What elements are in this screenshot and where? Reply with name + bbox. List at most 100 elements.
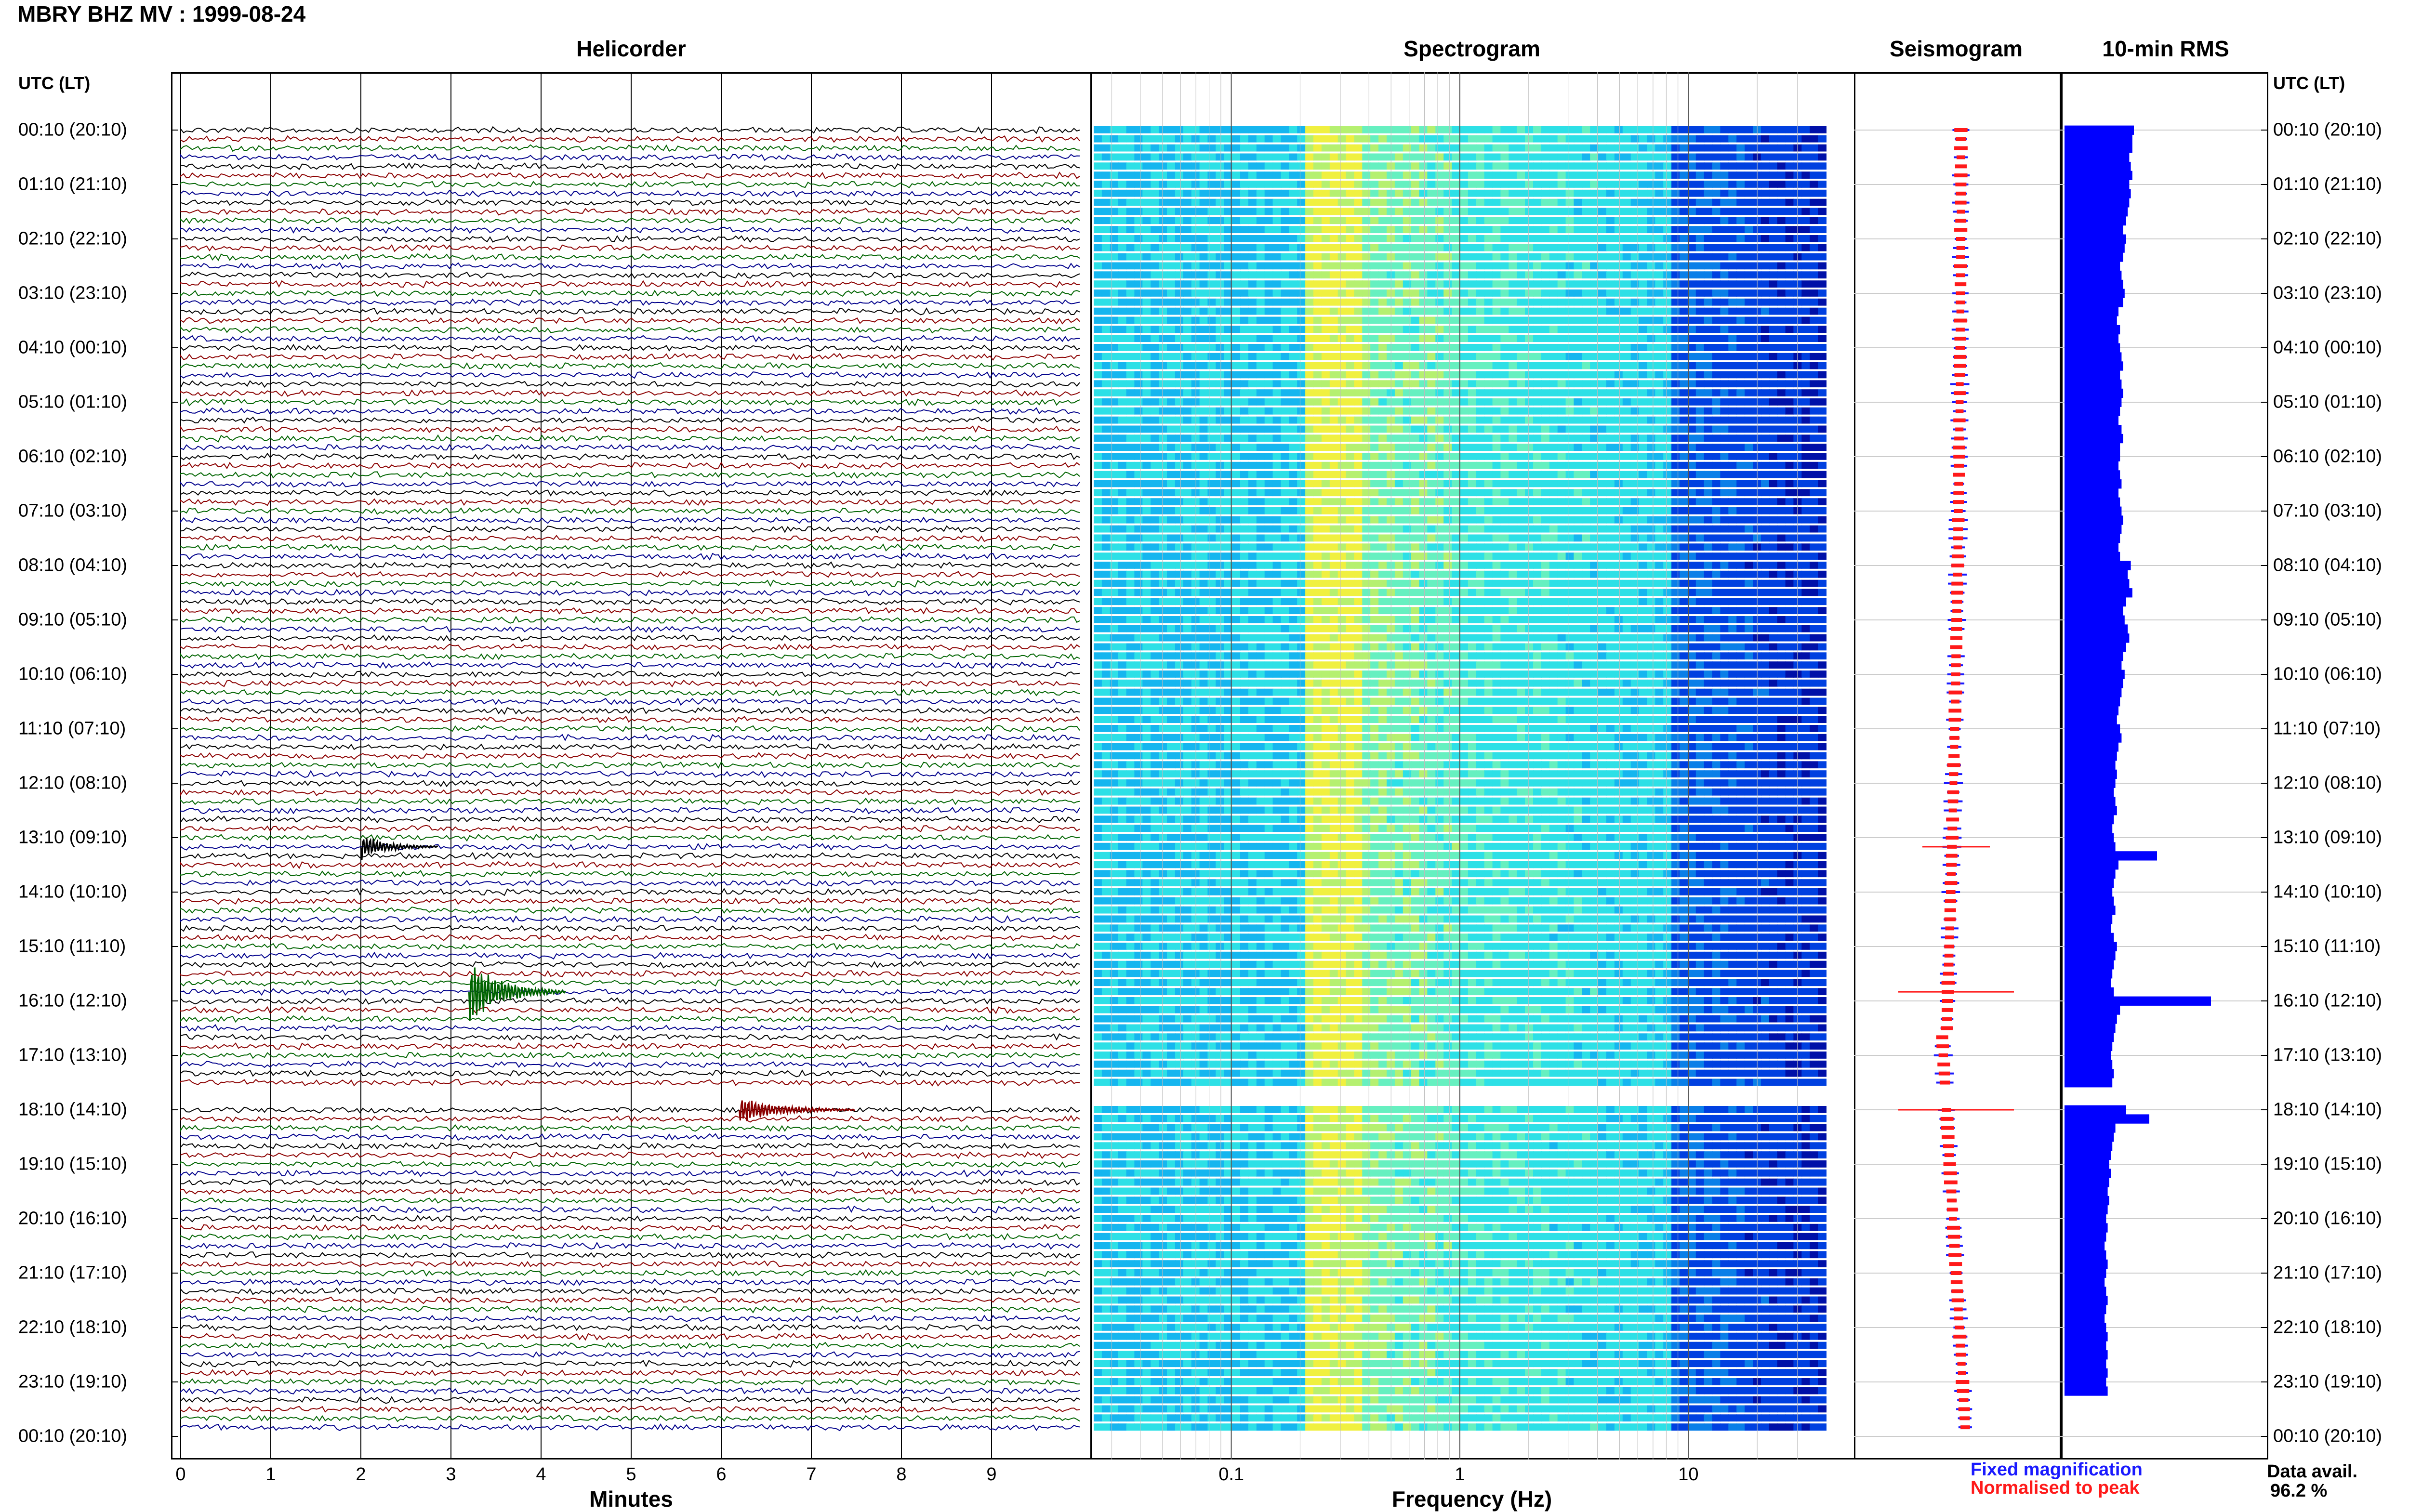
spectrogram-cell xyxy=(1557,543,1566,551)
helicorder-trace xyxy=(180,588,1080,597)
spectrogram-cell xyxy=(1378,171,1387,179)
spectrogram-cell xyxy=(1598,362,1607,369)
spectrogram-cell xyxy=(1760,208,1770,215)
spectrogram-cell xyxy=(1216,298,1225,306)
spectrogram-cell xyxy=(1256,262,1265,270)
spectrogram-cell xyxy=(1354,271,1363,279)
spectrogram-cell xyxy=(1500,289,1509,297)
spectrogram-cell xyxy=(1118,335,1127,342)
spectrogram-cell xyxy=(1720,461,1729,469)
spectrogram-cell xyxy=(1687,562,1696,569)
spectrogram-cell xyxy=(1509,380,1518,388)
spectrogram-cell xyxy=(1443,262,1453,270)
spectrogram-cell xyxy=(1557,126,1566,133)
spectrogram-cell xyxy=(1159,307,1167,315)
spectrogram-cell xyxy=(1256,516,1265,524)
spectrogram-cell xyxy=(1655,453,1664,460)
spectrogram-cell xyxy=(1622,552,1631,560)
helicorder-trace xyxy=(180,933,1080,942)
spectrogram-cell xyxy=(1256,289,1265,297)
spectrogram-cell xyxy=(1500,507,1509,514)
spectrogram-cell xyxy=(1256,217,1265,224)
spectrogram-cell xyxy=(1785,208,1794,215)
spectrogram-cell xyxy=(1793,126,1802,133)
spectrogram-cell xyxy=(1533,189,1542,197)
spectrogram-cell xyxy=(1655,589,1664,596)
spectrogram-cell xyxy=(1289,162,1298,170)
spectrogram-cell xyxy=(1801,407,1811,415)
spectrogram-cell xyxy=(1142,307,1152,315)
spectrogram-cell xyxy=(1533,579,1542,587)
spectrogram-cell xyxy=(1362,434,1371,442)
spectrogram-cell xyxy=(1207,289,1217,297)
spectrogram-cell xyxy=(1435,244,1444,251)
helicorder-trace xyxy=(180,1169,1080,1178)
spectrogram-cell xyxy=(1533,235,1542,242)
spectrogram-cell xyxy=(1443,153,1453,161)
spectrogram-cell xyxy=(1720,307,1729,315)
spectrogram-cell xyxy=(1240,552,1249,560)
spectrogram-cell xyxy=(1769,380,1778,388)
spectrogram-cell xyxy=(1810,344,1819,351)
spectrogram-cell xyxy=(1419,307,1428,315)
spectrogram-cell xyxy=(1687,543,1696,551)
spectrogram-cell xyxy=(1394,516,1403,524)
spectrogram-cell xyxy=(1492,353,1501,360)
spectrogram-cell xyxy=(1329,589,1338,596)
spectrogram-cell xyxy=(1321,425,1330,433)
spectrogram-cell xyxy=(1199,326,1208,333)
spectrogram-cell xyxy=(1574,507,1583,514)
spectrogram-cell xyxy=(1403,153,1412,161)
spectrogram-cell xyxy=(1346,425,1355,433)
spectrogram-cell xyxy=(1207,326,1217,333)
spectrogram-cell xyxy=(1199,434,1208,442)
spectrogram-cell xyxy=(1760,425,1770,433)
spectrogram-cell xyxy=(1622,589,1631,596)
spectrogram-cell xyxy=(1142,525,1152,533)
spectrogram-cell xyxy=(1801,244,1811,251)
spectrogram-cell xyxy=(1533,371,1542,379)
spectrogram-cell xyxy=(1590,534,1599,542)
spectrogram-cell xyxy=(1769,135,1778,143)
spectrogram-cell xyxy=(1134,543,1143,551)
spectrogram-cell xyxy=(1793,534,1802,542)
spectrogram-cell xyxy=(1452,189,1460,197)
spectrogram-cell xyxy=(1419,562,1428,569)
spectrogram-cell xyxy=(1492,262,1501,270)
spectrogram-cell xyxy=(1142,461,1152,469)
spectrogram-cell xyxy=(1094,480,1102,487)
spectrogram-cell xyxy=(1460,416,1469,424)
spectrogram-cell xyxy=(1541,335,1550,342)
spectrogram-cell xyxy=(1712,362,1721,369)
spectrogram-cell xyxy=(1549,226,1558,234)
spectrogram-cell xyxy=(1313,434,1322,442)
spectrogram-cell xyxy=(1427,289,1436,297)
spectrogram-cell xyxy=(1297,171,1306,179)
spectrogram-cell xyxy=(1533,380,1542,388)
spectrogram-cell xyxy=(1760,570,1770,578)
spectrogram-cell xyxy=(1354,380,1363,388)
spectrogram-cell xyxy=(1614,389,1623,397)
spectrogram-cell xyxy=(1598,598,1607,605)
spectrogram-cell xyxy=(1500,607,1509,615)
spectrogram-cell xyxy=(1216,162,1225,170)
spectrogram-cell xyxy=(1517,289,1526,297)
spectrogram-cell xyxy=(1728,516,1737,524)
spectrogram-cell xyxy=(1207,453,1217,460)
spectrogram-cell xyxy=(1281,126,1290,133)
spectrogram-cell xyxy=(1509,353,1518,360)
spectrogram-cell xyxy=(1354,226,1363,234)
spectrogram-cell xyxy=(1240,416,1249,424)
spectrogram-cell xyxy=(1142,579,1152,587)
spectrogram-cell xyxy=(1403,461,1412,469)
spectrogram-cell xyxy=(1622,208,1631,215)
spectrogram-cell xyxy=(1443,217,1453,224)
spectrogram-cell xyxy=(1101,189,1111,197)
spectrogram-cell xyxy=(1509,389,1518,397)
spectrogram-cell xyxy=(1818,307,1827,315)
spectrogram-cell xyxy=(1801,444,1811,451)
spectrogram-cell xyxy=(1118,480,1127,487)
spectrogram-cell xyxy=(1476,507,1485,514)
spectrogram-cell xyxy=(1818,217,1827,224)
spectrogram-cell xyxy=(1142,153,1152,161)
